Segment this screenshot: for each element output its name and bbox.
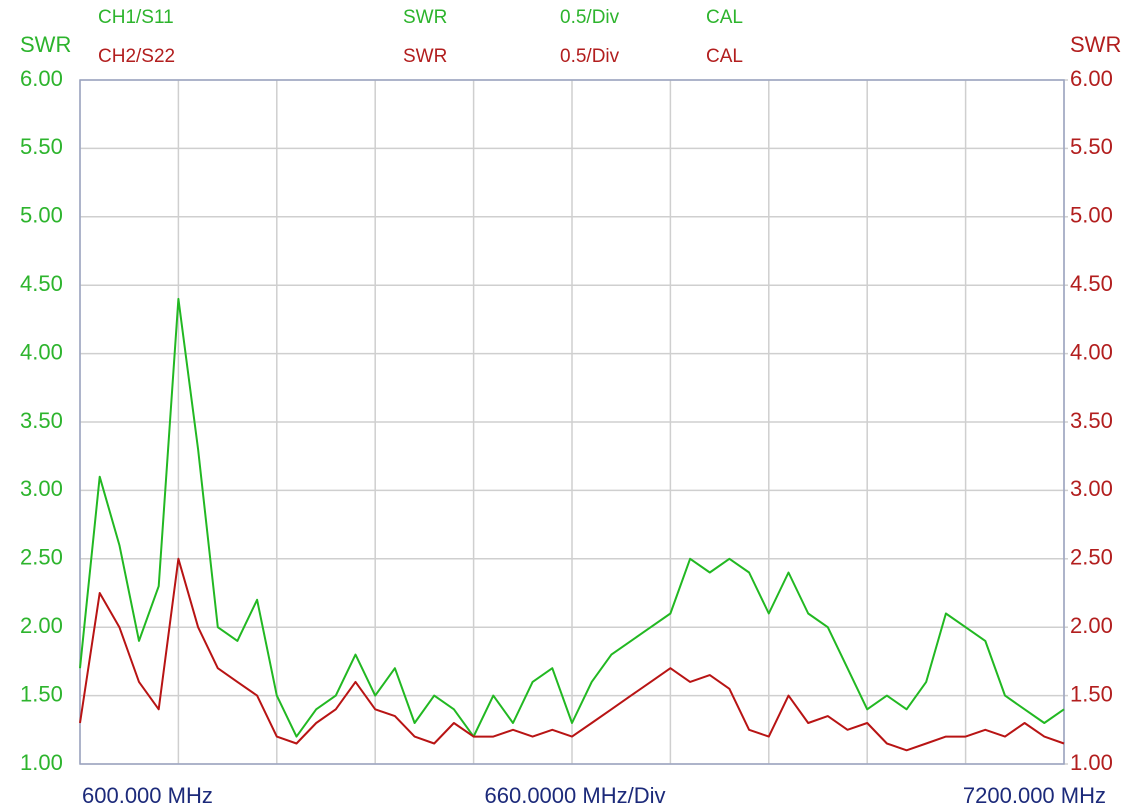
status-label: CAL	[706, 7, 743, 28]
plot-frame	[79, 79, 1065, 765]
x-stop-label: 7200.000 MHz	[963, 783, 1106, 808]
y2-tick-label: 2.00	[1070, 613, 1113, 638]
format-label: SWR	[403, 46, 447, 67]
y2-tick-label: 5.00	[1070, 203, 1113, 228]
y-tick-label: 5.50	[20, 134, 63, 159]
y2-tick-label: 1.50	[1070, 681, 1113, 706]
x-start-label: 600.000 MHz	[82, 783, 213, 808]
y2-tick-label: 5.50	[1070, 134, 1113, 159]
y-tick-label: 4.00	[20, 339, 63, 364]
y-tick-label: 2.00	[20, 613, 63, 638]
series-line	[79, 297, 1065, 738]
channel-label: CH2/S22	[98, 46, 175, 67]
y2-tick-label: 4.50	[1070, 271, 1113, 296]
y2-tick-label: 6.00	[1070, 66, 1113, 91]
y-tick-label: 3.50	[20, 408, 63, 433]
y-tick-label: 5.00	[20, 203, 63, 228]
scale-label: 0.5/Div	[560, 7, 620, 28]
y2-tick-label: 4.00	[1070, 339, 1113, 364]
y-tick-label: 3.00	[20, 476, 63, 501]
y-tick-label: 2.50	[20, 545, 63, 570]
y2-axis-title: SWR	[1070, 32, 1121, 57]
format-label: SWR	[403, 7, 447, 28]
channel-label: CH1/S11	[98, 7, 174, 28]
y-tick-label: 1.00	[20, 750, 63, 775]
y-axis-title: SWR	[20, 32, 71, 57]
y-tick-label: 6.00	[20, 66, 63, 91]
status-label: CAL	[706, 46, 743, 67]
y-tick-label: 1.50	[20, 681, 63, 706]
y2-tick-label: 2.50	[1070, 545, 1113, 570]
y2-tick-label: 1.00	[1070, 750, 1113, 775]
series-line	[79, 557, 1065, 752]
scale-label: 0.5/Div	[560, 46, 620, 67]
y2-tick-label: 3.00	[1070, 476, 1113, 501]
y2-tick-label: 3.50	[1070, 408, 1113, 433]
y-tick-label: 4.50	[20, 271, 63, 296]
x-div-label: 660.0000 MHz/Div	[485, 783, 666, 808]
